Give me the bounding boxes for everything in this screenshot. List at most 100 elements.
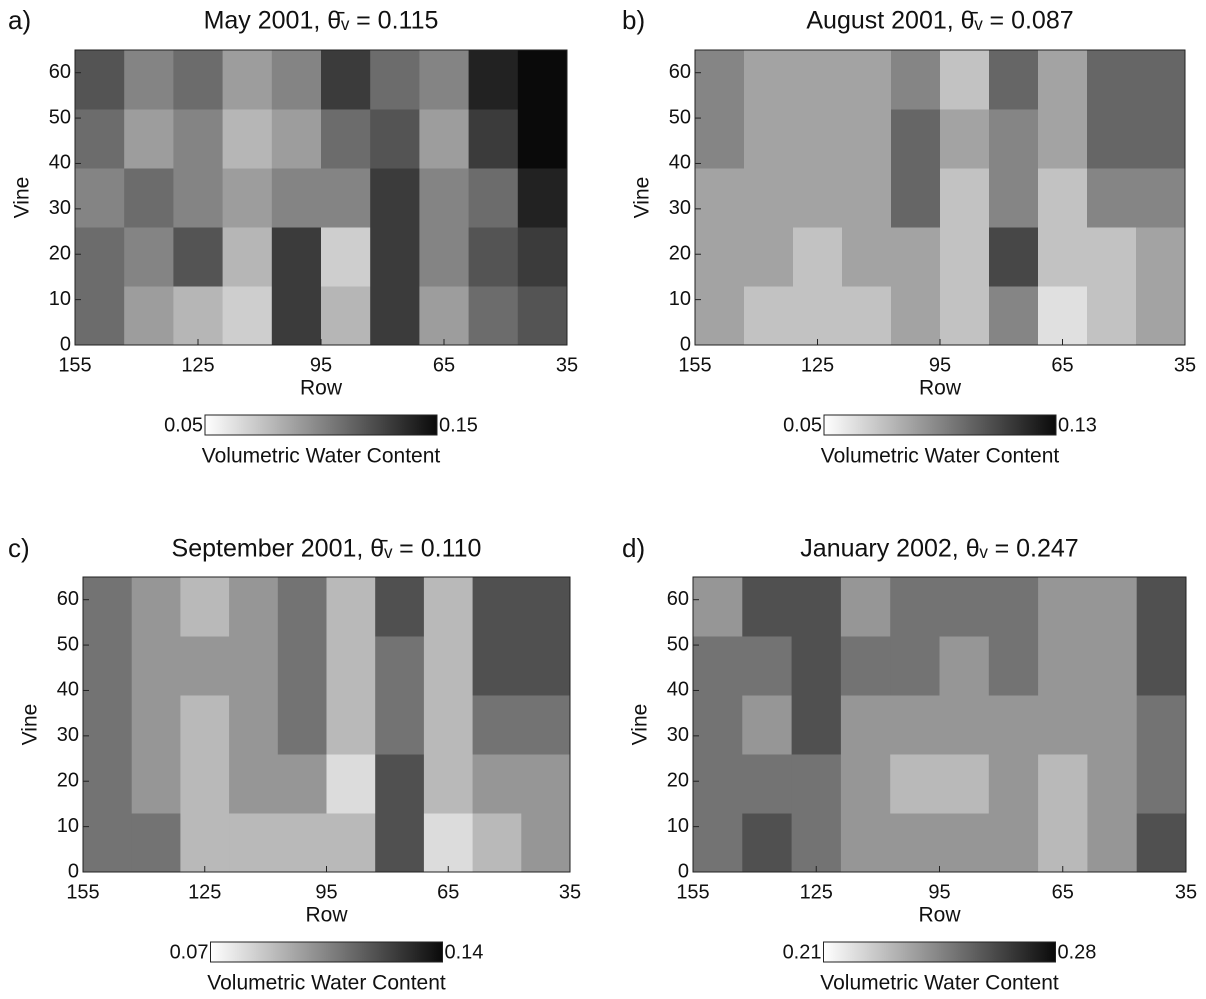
heat-cell: [940, 227, 990, 287]
heat-cell: [468, 286, 519, 346]
heat-cell: [468, 168, 519, 228]
heat-cell: [370, 109, 420, 169]
y-tick-label: 50: [57, 633, 79, 655]
heat-cell: [517, 286, 568, 346]
y-tick-label: 60: [57, 588, 79, 610]
heat-cell: [375, 636, 425, 696]
colorbar: [204, 414, 438, 436]
heat-cell: [124, 227, 174, 287]
heat-cell: [1087, 813, 1138, 873]
heat-cell: [229, 636, 279, 696]
heat-cell: [173, 286, 224, 346]
y-tick-label: 20: [667, 770, 689, 792]
y-axis-label: Vine: [629, 704, 652, 746]
heat-cell: [840, 695, 891, 755]
heat-cell: [1038, 636, 1088, 696]
heat-cell: [321, 227, 371, 287]
heat-cell: [791, 695, 842, 755]
x-tick-label: 125: [801, 354, 834, 376]
x-tick-label: 155: [676, 881, 709, 903]
heat-cell: [1087, 286, 1137, 346]
heat-cell: [1038, 50, 1088, 110]
heat-cell: [124, 50, 174, 110]
heat-cell: [742, 813, 793, 873]
heat-cell: [744, 168, 794, 228]
heat-cell: [131, 577, 181, 637]
heat-cell: [517, 168, 568, 228]
y-axis-label: Vine: [11, 177, 34, 219]
heat-cell: [229, 577, 279, 637]
heat-cell: [939, 577, 990, 637]
heat-cell: [131, 813, 181, 873]
x-axis-label: Row: [919, 377, 962, 400]
heat-cell: [423, 577, 474, 637]
x-tick-label: 95: [315, 881, 337, 903]
heat-cell: [370, 286, 420, 346]
y-tick-label: 30: [667, 724, 689, 746]
heat-cell: [423, 813, 474, 873]
heat-cell: [222, 227, 273, 287]
colorbar-label: Volumetric Water Content: [207, 972, 446, 995]
heat-cell: [1136, 813, 1187, 873]
x-tick-label: 125: [181, 354, 214, 376]
heat-cell: [1038, 577, 1088, 637]
heat-cell: [1087, 168, 1137, 228]
panel-label: b): [622, 5, 645, 35]
heat-cell: [988, 636, 1039, 696]
heat-cell: [124, 286, 174, 346]
heat-cell: [1038, 695, 1088, 755]
y-tick-label: 0: [60, 333, 71, 355]
y-tick-label: 0: [678, 860, 689, 882]
colorbar-max-label: 0.13: [1058, 414, 1097, 436]
y-tick-label: 40: [667, 679, 689, 701]
heat-cell: [1136, 577, 1187, 637]
x-tick-label: 95: [928, 881, 950, 903]
heat-cell: [173, 109, 224, 169]
x-tick-label: 155: [58, 354, 91, 376]
heat-cell: [423, 695, 474, 755]
y-tick-label: 40: [669, 152, 691, 174]
heat-cell: [940, 286, 990, 346]
x-tick-label: 35: [1174, 354, 1196, 376]
heat-cell: [989, 286, 1039, 346]
heat-cell: [1087, 636, 1138, 696]
heat-cell: [1087, 577, 1138, 637]
heat-cell: [1136, 636, 1187, 696]
heat-cell: [423, 754, 474, 814]
heat-cell: [693, 636, 743, 696]
x-tick-label: 35: [559, 881, 581, 903]
heat-cell: [131, 754, 181, 814]
heat-cell: [840, 636, 891, 696]
x-tick-label: 65: [437, 881, 459, 903]
heat-cell: [1038, 754, 1088, 814]
heat-cell: [791, 813, 842, 873]
x-tick-label: 155: [678, 354, 711, 376]
heat-cell: [229, 695, 279, 755]
heat-cell: [75, 168, 125, 228]
y-axis-label: Vine: [631, 177, 654, 219]
y-tick-label: 10: [669, 288, 691, 310]
heat-cell: [1136, 695, 1187, 755]
heat-cell: [229, 813, 279, 873]
heat-cell: [271, 109, 322, 169]
x-axis-label: Row: [300, 377, 343, 400]
heat-cell: [1038, 109, 1088, 169]
heat-cell: [1136, 109, 1186, 169]
heat-cell: [222, 50, 273, 110]
heat-cell: [693, 695, 743, 755]
x-tick-label: 35: [1175, 881, 1197, 903]
heat-cell: [419, 227, 470, 287]
heat-cell: [891, 286, 941, 346]
heat-cell: [83, 695, 133, 755]
heat-cell: [940, 50, 990, 110]
heat-cell: [75, 286, 125, 346]
heat-cell: [891, 227, 941, 287]
y-tick-label: 60: [49, 61, 71, 83]
heat-cell: [988, 813, 1039, 873]
y-tick-label: 20: [669, 243, 691, 265]
heat-cell: [791, 577, 842, 637]
heat-cell: [419, 286, 470, 346]
y-tick-label: 20: [57, 770, 79, 792]
colorbar-min-label: 0.21: [783, 941, 822, 963]
y-tick-label: 0: [68, 860, 79, 882]
